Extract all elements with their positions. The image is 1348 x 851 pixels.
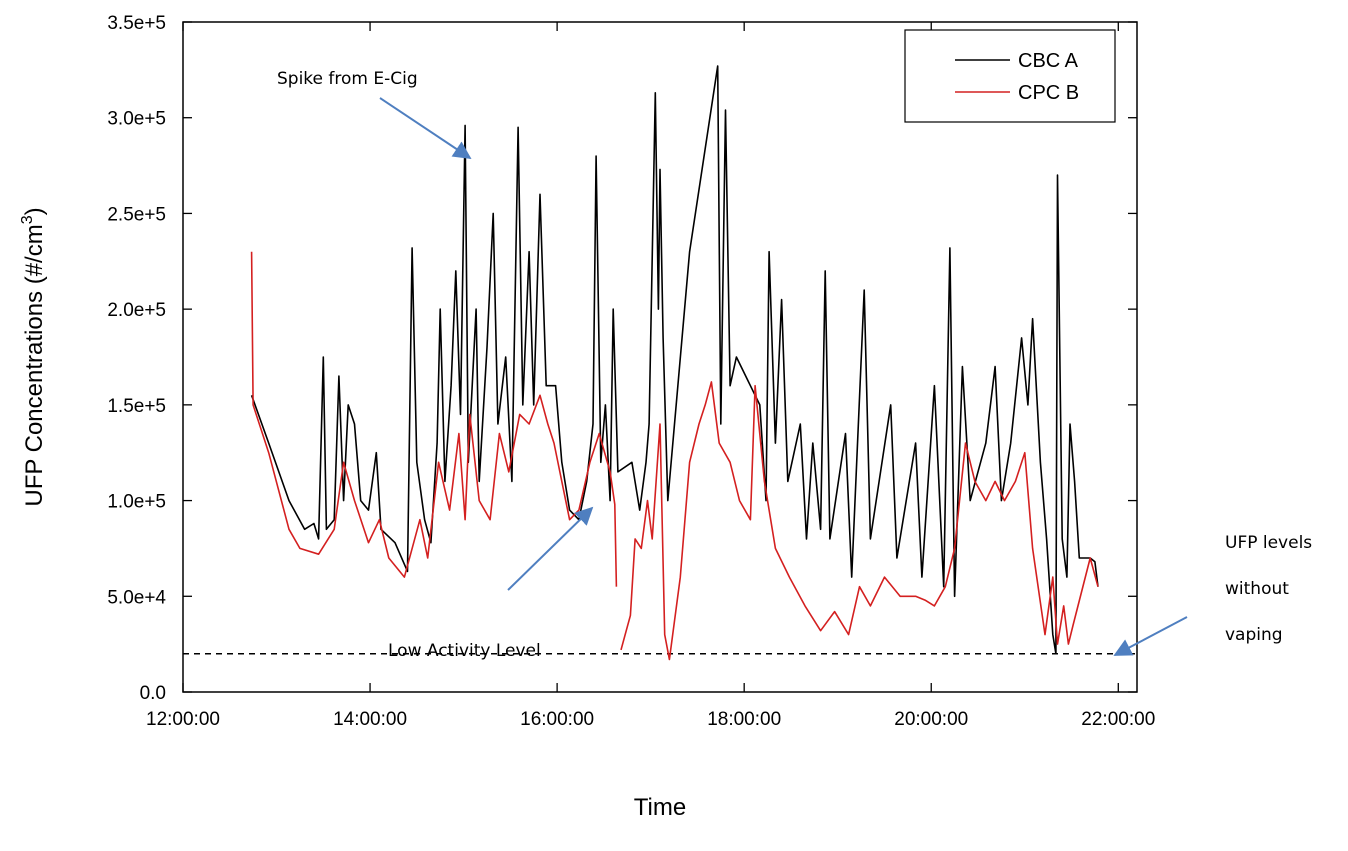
x-tick-label: 16:00:00 (520, 709, 594, 730)
y-axis-label: UFP Concentrations (#/cm3) (19, 207, 48, 506)
y-axis-label-end: ) (21, 207, 48, 215)
y-axis-label-text: UFP Concentrations (#/cm (21, 224, 48, 506)
legend-box (904, 29, 1116, 123)
y-tick-label: 2.5e+5 (107, 204, 166, 225)
x-tick-label: 12:00:00 (146, 709, 220, 730)
x-axis-label: Time (634, 794, 686, 821)
legend-label: CPC B (1018, 82, 1079, 104)
annotation-baseline: UFP levels (1225, 533, 1312, 553)
y-tick-label: 1.0e+5 (107, 492, 166, 513)
annotation-baseline: without (1225, 579, 1289, 599)
x-tick-label: 18:00:00 (707, 709, 781, 730)
x-tick-label: 22:00:00 (1081, 709, 1155, 730)
y-tick-label: 3.5e+5 (107, 13, 166, 34)
annotation-low: Low Activity Level (388, 641, 541, 661)
annotation-spike: Spike from E-Cig (277, 69, 418, 89)
annotation-baseline: vaping (1225, 625, 1283, 645)
y-tick-label: 2.0e+5 (107, 300, 166, 321)
annotations: Spike from E-Cig Low Activity Level UFP … (277, 69, 1312, 661)
annotation-arrow (379, 97, 472, 159)
series-line (250, 65, 1099, 655)
y-tick-label: 3.0e+5 (107, 109, 166, 130)
x-tick-label: 20:00:00 (894, 709, 968, 730)
y-tick-label: 0.0 (140, 683, 166, 704)
y-axis-label-sup: 3 (19, 215, 36, 224)
y-tick-label: 5.0e+4 (107, 587, 166, 608)
annotation-arrow (1113, 616, 1188, 656)
y-tick-label: 1.5e+5 (107, 396, 166, 417)
annotation-arrow (507, 506, 594, 591)
x-tick-label: 14:00:00 (333, 709, 407, 730)
legend-label: CBC A (1018, 50, 1079, 72)
legend: CBC A CPC B (904, 29, 1116, 123)
series-line (250, 251, 1099, 661)
plot-area (182, 21, 1137, 693)
plot-frame (182, 21, 1138, 693)
